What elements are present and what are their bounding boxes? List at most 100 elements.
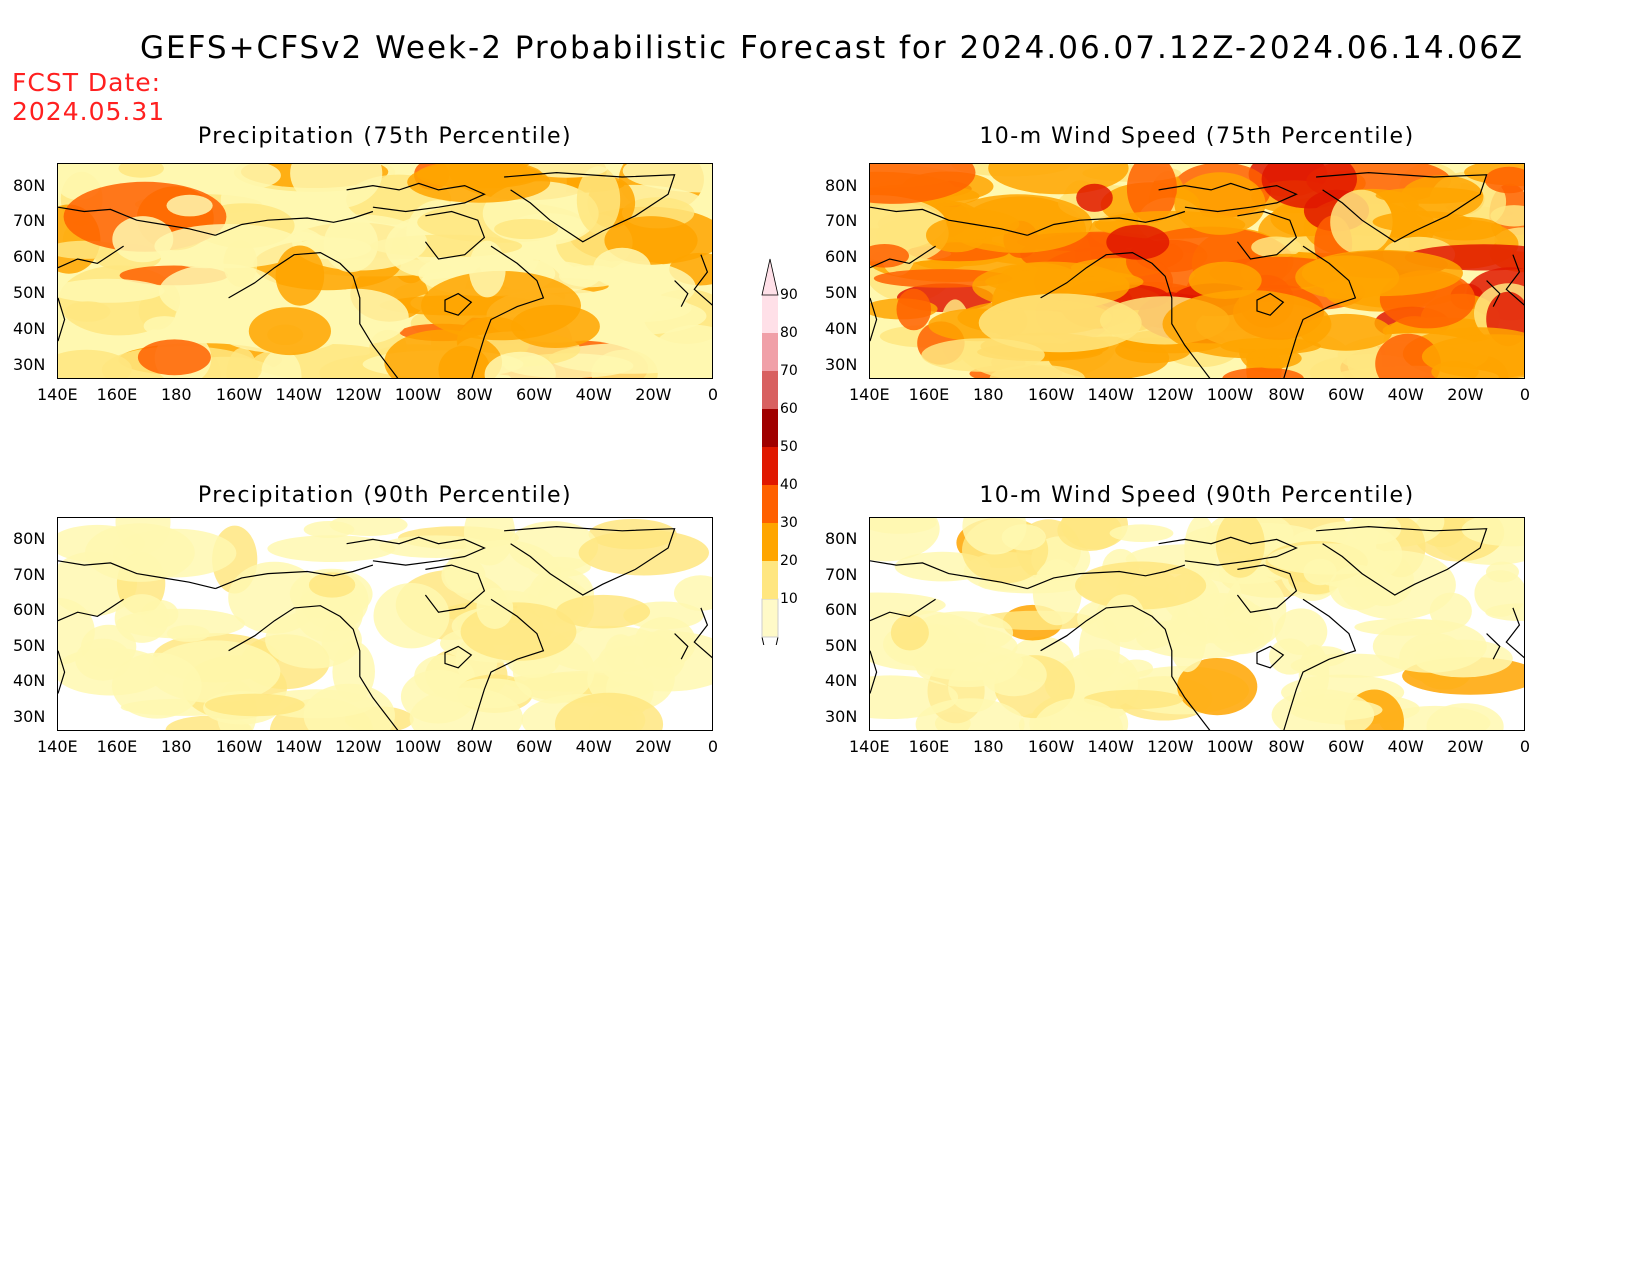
probability-contour bbox=[154, 224, 304, 269]
probability-contour bbox=[1222, 367, 1304, 378]
probability-contour bbox=[554, 692, 664, 730]
probability-contour bbox=[248, 307, 331, 356]
probability-contour bbox=[204, 693, 305, 717]
coastline bbox=[1256, 645, 1285, 669]
map-field bbox=[870, 164, 1524, 378]
lon-tick-label: 0 bbox=[707, 737, 719, 756]
probability-contour bbox=[1174, 172, 1266, 235]
probability-contour bbox=[622, 164, 712, 193]
lat-tick-label: 70N bbox=[13, 564, 46, 584]
colorbar-bin bbox=[762, 371, 778, 409]
lon-tick-label: 100W bbox=[1206, 737, 1254, 756]
coastline bbox=[693, 254, 712, 306]
colorbar-label: 80 bbox=[780, 325, 798, 341]
lon-tick-label: 60W bbox=[1327, 737, 1365, 756]
lat-tick-label: 70N bbox=[825, 211, 858, 231]
probability-contour bbox=[494, 218, 559, 240]
probability-contour bbox=[921, 338, 1045, 372]
lon-tick-label: 140W bbox=[275, 737, 322, 756]
coastline bbox=[424, 564, 486, 613]
probability-contour bbox=[576, 166, 621, 234]
probability-contour bbox=[149, 640, 281, 703]
lon-tick-label: 60W bbox=[1327, 385, 1365, 404]
lon-tick-label: 160E bbox=[908, 385, 950, 404]
probability-contour bbox=[275, 245, 325, 306]
coastline bbox=[346, 182, 486, 213]
lon-tick-label: 160W bbox=[1027, 385, 1075, 404]
lon-tick-label: 180 bbox=[972, 385, 1004, 404]
probability-contour bbox=[1431, 361, 1479, 378]
map-panel bbox=[57, 163, 713, 379]
probability-contour bbox=[1032, 559, 1082, 626]
probability-contour bbox=[1177, 658, 1258, 716]
probability-contour bbox=[200, 164, 281, 191]
probability-contour bbox=[1267, 543, 1393, 575]
probability-contour bbox=[912, 643, 1023, 681]
probability-contour bbox=[1126, 164, 1177, 223]
lon-tick-label: 0 bbox=[1519, 737, 1531, 756]
lon-tick-label: 140W bbox=[1087, 737, 1134, 756]
coastline bbox=[870, 297, 878, 342]
probability-contour bbox=[1119, 659, 1154, 678]
probability-contour bbox=[1274, 608, 1328, 655]
lon-tick-label: 140E bbox=[37, 385, 78, 404]
probability-contour bbox=[1295, 255, 1400, 300]
coastline bbox=[346, 536, 486, 566]
colorbar-label: 70 bbox=[780, 363, 798, 379]
colorbar-label: 90 bbox=[780, 287, 798, 303]
probability-contour bbox=[1188, 261, 1262, 299]
probability-contour bbox=[510, 304, 600, 348]
probability-contour bbox=[1061, 518, 1128, 550]
coastline bbox=[58, 297, 66, 342]
lat-tick-label: 60N bbox=[825, 600, 858, 620]
probability-contour bbox=[674, 575, 712, 611]
lat-tick-label: 50N bbox=[825, 283, 858, 303]
lat-tick-label: 40N bbox=[825, 671, 858, 691]
lon-tick-label: 180 bbox=[160, 385, 192, 404]
forecast-date-value: 2024.05.31 bbox=[12, 97, 166, 126]
coastline bbox=[870, 650, 878, 694]
colorbar: 10 20 30 40 50 60 70 80 90 bbox=[760, 255, 820, 674]
coastline bbox=[1486, 280, 1501, 307]
coastline bbox=[1316, 171, 1488, 243]
coastline bbox=[215, 210, 374, 236]
probability-contour bbox=[166, 194, 213, 217]
coastline bbox=[1236, 210, 1298, 260]
lat-tick-label: 40N bbox=[825, 319, 858, 339]
probability-contour bbox=[1490, 205, 1524, 227]
coastline bbox=[1505, 254, 1524, 306]
probability-contour bbox=[58, 278, 165, 303]
lat-tick-label: 80N bbox=[825, 175, 858, 195]
probability-contour bbox=[978, 293, 1142, 353]
probability-contour bbox=[112, 216, 174, 263]
panel-title: 10-m Wind Speed (75th Percentile) bbox=[979, 124, 1415, 149]
probability-contour bbox=[578, 529, 709, 576]
probability-contour bbox=[1076, 183, 1113, 212]
probability-contour bbox=[384, 329, 503, 378]
probability-contour bbox=[1486, 561, 1519, 583]
forecast-date-label: FCST Date: bbox=[12, 68, 162, 97]
probability-contour bbox=[870, 518, 937, 534]
colorbar-bin bbox=[761, 598, 779, 638]
lat-tick-label: 50N bbox=[825, 635, 858, 655]
probability-contour bbox=[1215, 518, 1265, 578]
coastline bbox=[870, 560, 1028, 590]
probability-contour bbox=[115, 518, 171, 554]
lon-tick-label: 100W bbox=[1206, 385, 1254, 404]
coastline bbox=[1158, 536, 1298, 566]
coastline bbox=[58, 206, 216, 236]
lat-tick-label: 70N bbox=[825, 564, 858, 584]
probability-contour bbox=[598, 631, 712, 692]
probability-contour bbox=[468, 240, 506, 298]
lat-tick-label: 60N bbox=[13, 600, 46, 620]
lon-tick-label: 120W bbox=[1147, 385, 1194, 404]
map-field bbox=[58, 518, 712, 730]
colorbar-bin bbox=[762, 523, 778, 561]
probability-contour bbox=[910, 611, 1014, 655]
probability-contour bbox=[267, 535, 396, 562]
panel-title: Precipitation (75th Percentile) bbox=[197, 124, 573, 149]
lon-tick-label: 60W bbox=[515, 737, 553, 756]
probability-contour bbox=[1302, 646, 1347, 667]
probability-contour bbox=[303, 521, 355, 538]
lon-tick-label: 80W bbox=[1268, 737, 1305, 756]
